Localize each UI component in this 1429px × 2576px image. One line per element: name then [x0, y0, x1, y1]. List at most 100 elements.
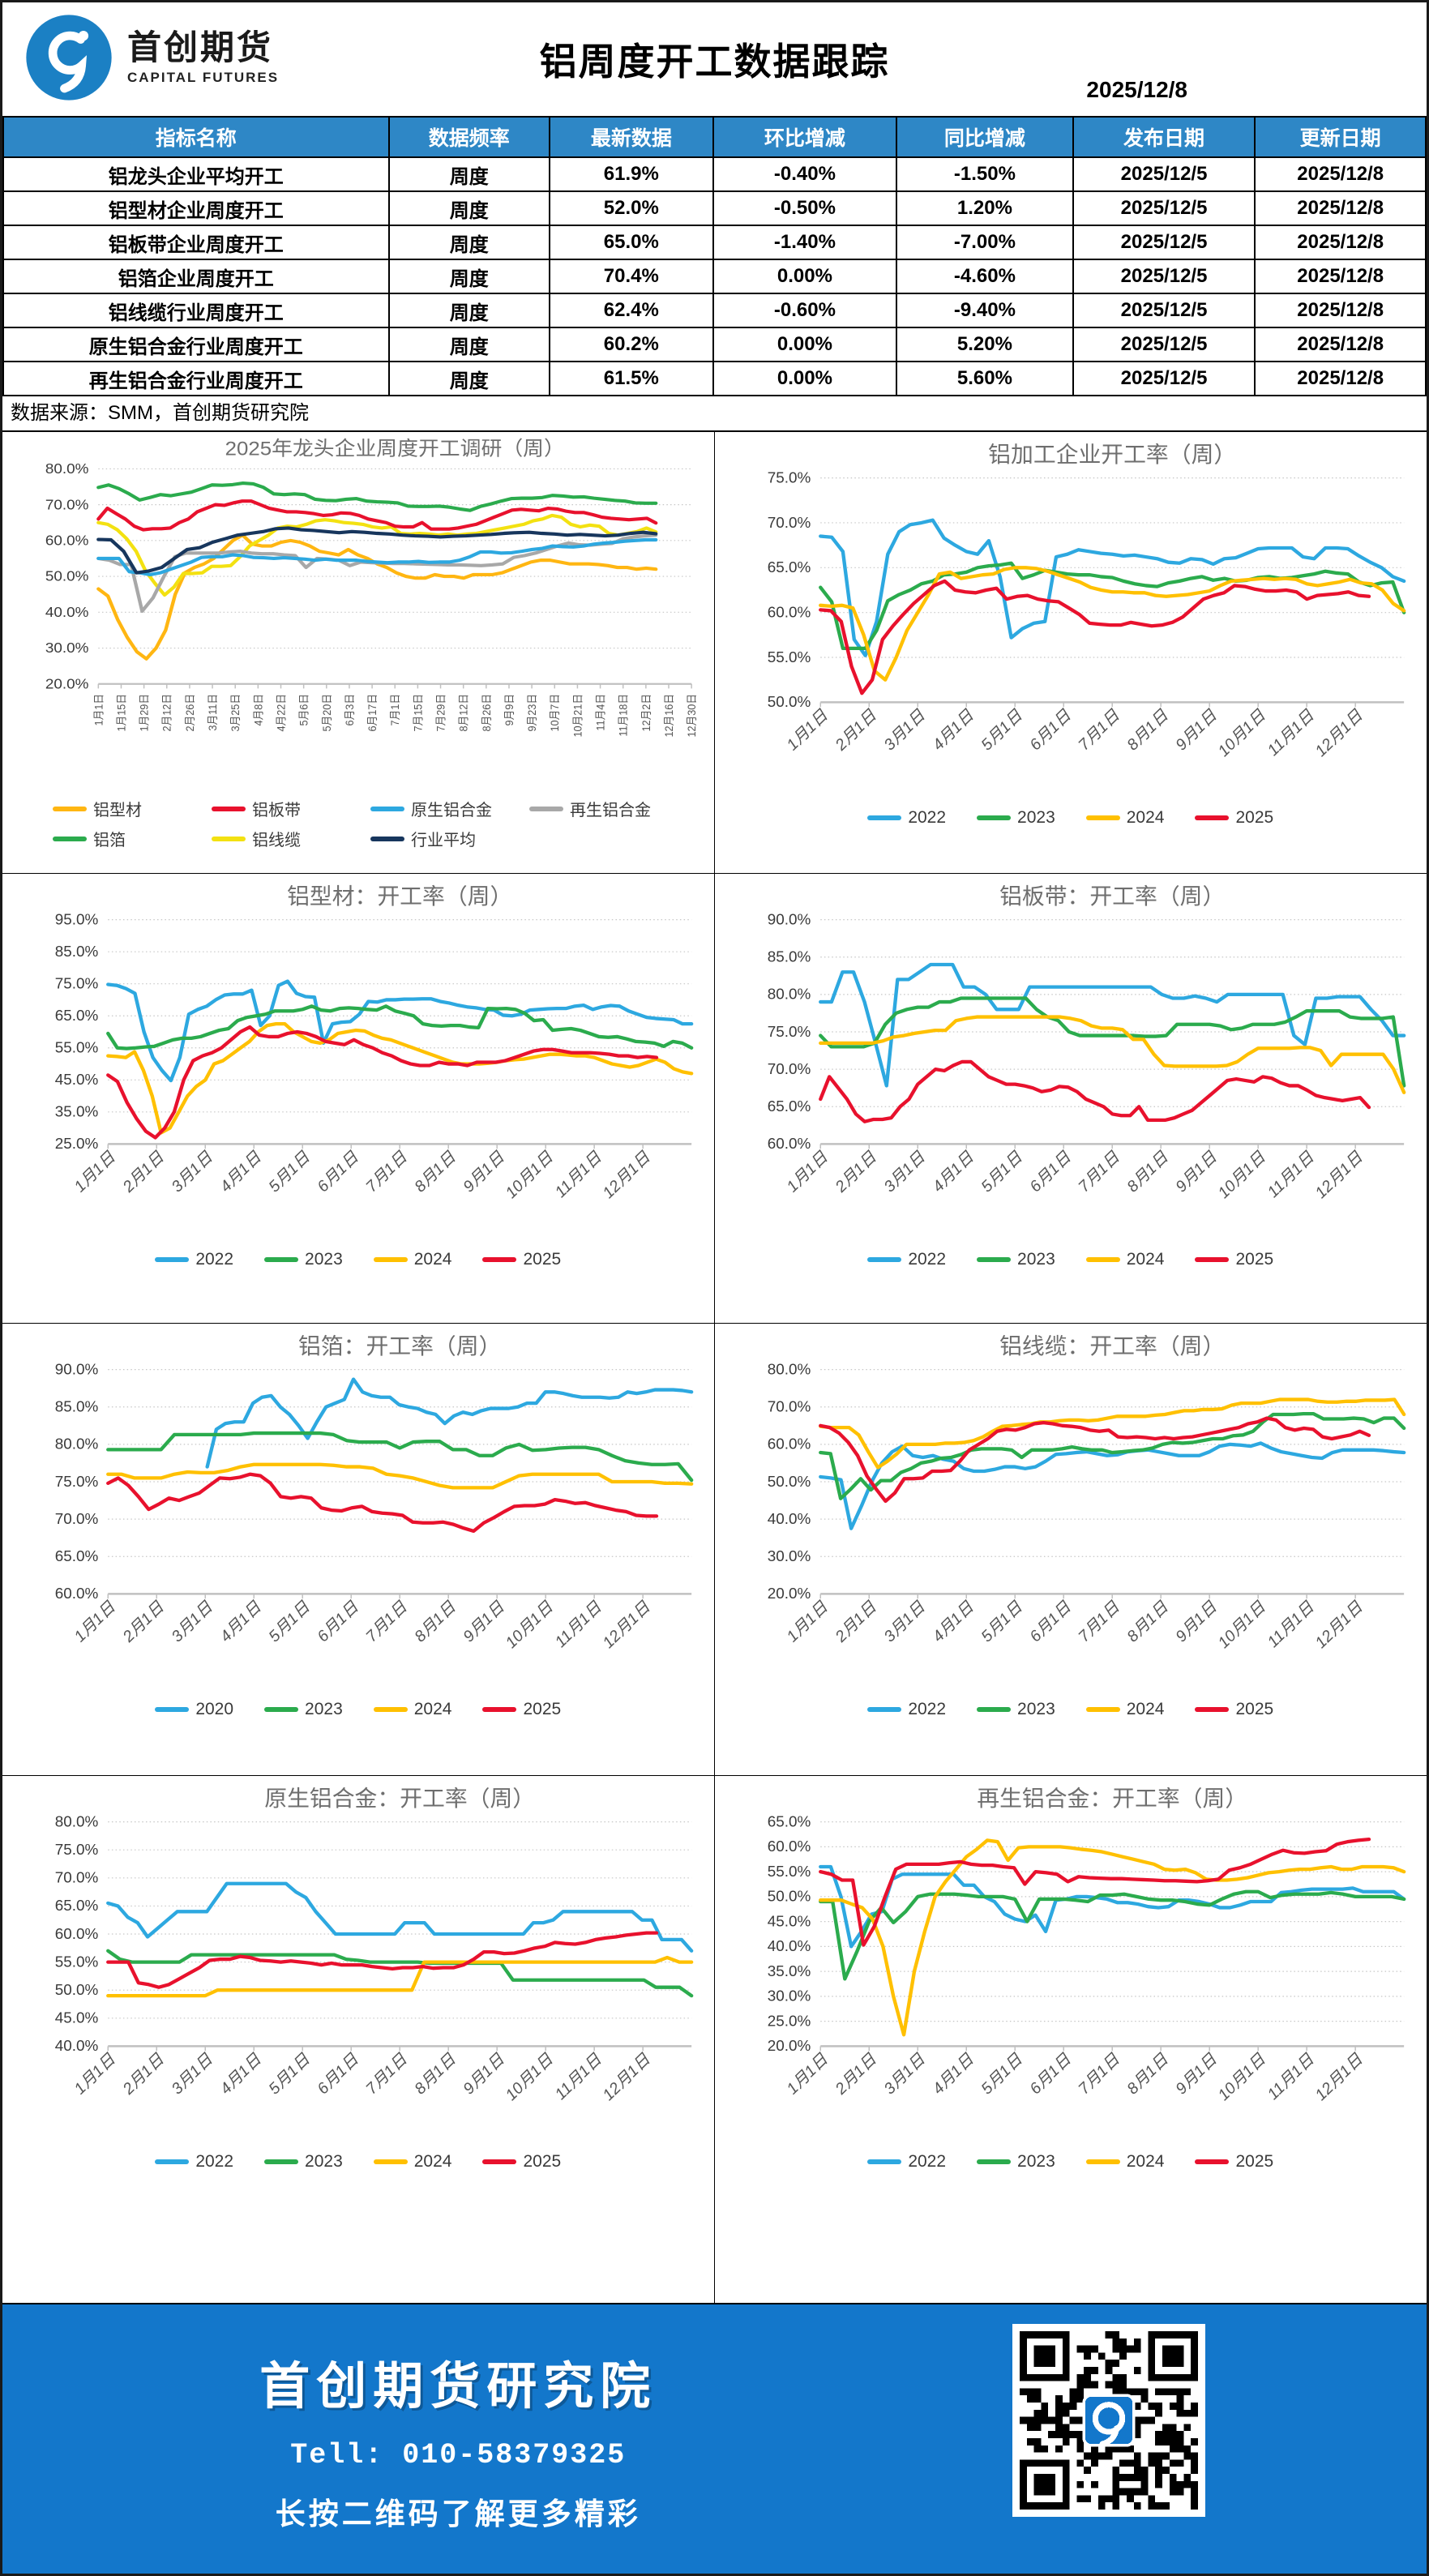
legend-swatch — [529, 806, 563, 811]
series-line-2024 — [106, 1022, 694, 1135]
x-tick-label: 4月1日 — [217, 1148, 266, 1196]
legend-item-铝型材: 铝型材 — [53, 797, 212, 820]
table-cell: 0.00% — [712, 361, 898, 396]
x-tick-label: 11月1日 — [552, 1148, 606, 1201]
legend-label: 2024 — [1126, 808, 1165, 827]
x-tick-label: 3月11日 — [207, 694, 219, 731]
legend-label: 2023 — [305, 2152, 343, 2171]
x-tick-label: 11月1日 — [552, 1598, 606, 1651]
y-tick-label: 45.0% — [55, 1071, 99, 1088]
x-tick-label: 7月1日 — [363, 1598, 412, 1645]
x-tick-label: 2月26日 — [184, 694, 196, 732]
chart-legend: 2022 2023 2024 2025 — [155, 2150, 561, 2176]
x-tick-label: 7月1日 — [1076, 1148, 1124, 1196]
x-tick-label: 10月7日 — [549, 694, 561, 732]
table-cell: 2025/12/8 — [1254, 259, 1427, 294]
x-tick-label: 10月1日 — [1215, 706, 1270, 760]
table-cell: 2025/12/5 — [1072, 327, 1256, 362]
series-line-2023 — [819, 1889, 1406, 1981]
x-tick-label: 4月1日 — [217, 1598, 266, 1645]
legend-item-铝线缆: 铝线缆 — [212, 827, 370, 850]
chart-title: 再生铝合金：开工率（周） — [978, 1786, 1248, 1811]
x-tick-label: 6月1日 — [314, 2050, 363, 2098]
x-tick-label: 5月1日 — [266, 2050, 314, 2098]
x-tick-label: 3月1日 — [169, 1598, 217, 1645]
x-tick-label: 9月1日 — [1173, 706, 1221, 754]
x-tick-label: 1月1日 — [784, 706, 832, 754]
series-line-原生铝合金 — [96, 537, 658, 576]
table-cell: 周度 — [387, 190, 550, 226]
x-tick-label: 9月1日 — [1173, 2050, 1221, 2098]
x-tick-label: 2月1日 — [832, 2050, 881, 2099]
legend-swatch — [1085, 1707, 1120, 1712]
legend-label: 2025 — [1235, 808, 1274, 827]
y-tick-label: 60.0% — [768, 1436, 811, 1453]
x-tick-label: 6月1日 — [1027, 706, 1076, 754]
legend-swatch — [155, 1257, 190, 1262]
series-line-2024 — [106, 1955, 694, 1998]
legend-swatch — [867, 2159, 902, 2164]
legend-item-2023: 2023 — [977, 2152, 1055, 2172]
series-line-2022 — [106, 1881, 694, 1953]
table-cell: 周度 — [387, 293, 550, 328]
legend-item-2024: 2024 — [373, 1700, 451, 1719]
chart-cable: 铝线缆：开工率（周） 20.0% 30.0% 40.0% 50.0% 60.0% 70.0%… — [714, 1324, 1427, 1776]
legend-item-2022: 2022 — [155, 2152, 233, 2172]
x-tick-label: 5月1日 — [266, 1598, 314, 1645]
legend-swatch — [373, 1257, 408, 1262]
chart-canvas: 铝箔：开工率（周） 60.0% 65.0% 70.0% 75.0% 80.0% 85.0% 9… — [55, 1333, 694, 1652]
y-tick-label: 65.0% — [55, 1897, 99, 1914]
table-cell: 周度 — [387, 259, 550, 294]
x-tick-label: 4月1日 — [930, 1598, 978, 1645]
series-line-2022 — [819, 1441, 1406, 1530]
legend-swatch — [53, 836, 87, 841]
y-tick-label: 90.0% — [768, 911, 811, 928]
brand-swirl-icon — [26, 15, 112, 101]
y-tick-label: 75.0% — [55, 975, 99, 992]
x-tick-label: 7月29日 — [434, 694, 447, 732]
table-row: 再生铝合金行业周度开工 周度 61.5% 0.00% 5.60% 2025/12/5 202… — [2, 361, 1427, 396]
series-line-2024 — [819, 1397, 1406, 1470]
x-tick-label: 4月1日 — [930, 1148, 978, 1196]
legend-item-2025: 2025 — [1195, 1700, 1273, 1719]
x-tick-label: 10月1日 — [1215, 2050, 1270, 2104]
x-tick-label: 8月1日 — [412, 1598, 460, 1645]
series-line-2023 — [819, 561, 1406, 651]
x-tick-label: 11月4日 — [594, 694, 606, 731]
brand-name-cn: 首创期货 — [127, 28, 274, 66]
legend-label: 2025 — [1235, 1700, 1274, 1718]
x-tick-label: 12月16日 — [663, 694, 675, 738]
series-line-2025 — [819, 1059, 1371, 1123]
x-tick-label: 7月1日 — [1076, 1598, 1124, 1645]
legend-item-2024: 2024 — [1085, 808, 1165, 828]
table-cell: 52.0% — [548, 190, 714, 226]
series-line-2025 — [819, 1838, 1371, 1947]
series-line-铝箔 — [96, 481, 658, 512]
table-cell: 60.2% — [548, 327, 714, 362]
y-tick-label: 70.0% — [55, 1510, 99, 1527]
y-tick-label: 45.0% — [768, 1913, 811, 1930]
legend-item-2024: 2024 — [1085, 1700, 1164, 1719]
x-tick-label: 2月1日 — [832, 1598, 881, 1646]
y-tick-label: 35.0% — [768, 1962, 811, 1979]
x-tick-label: 7月1日 — [363, 2050, 412, 2098]
qr-code — [1012, 2324, 1205, 2517]
legend-item-2022: 2022 — [867, 2152, 946, 2172]
chart-canvas: 原生铝合金：开工率（周） 40.0% 45.0% 50.0% 55.0% 60.0% 65.… — [55, 1786, 694, 2104]
legend-swatch — [977, 815, 1012, 820]
footer-phone: Tell: 010-58379325 — [290, 2439, 627, 2471]
x-tick-label: 7月1日 — [363, 1148, 412, 1196]
y-tick-label: 30.0% — [768, 1988, 811, 2005]
chart-title: 2025年龙头企业周度开工调研（周） — [225, 438, 565, 460]
x-tick-label: 3月1日 — [881, 1148, 930, 1196]
legend-label: 2023 — [1017, 2152, 1055, 2171]
x-tick-label: 9月1日 — [1173, 1148, 1221, 1196]
y-tick-label: 55.0% — [55, 1039, 99, 1056]
x-tick-label: 3月1日 — [881, 2050, 930, 2098]
table-cell: 2025/12/8 — [1254, 361, 1427, 396]
y-tick-label: 70.0% — [768, 1398, 811, 1415]
y-tick-label: 60.0% — [55, 1585, 99, 1602]
legend-item-2020: 2020 — [155, 1700, 233, 1719]
x-tick-label: 1月1日 — [71, 2050, 120, 2098]
